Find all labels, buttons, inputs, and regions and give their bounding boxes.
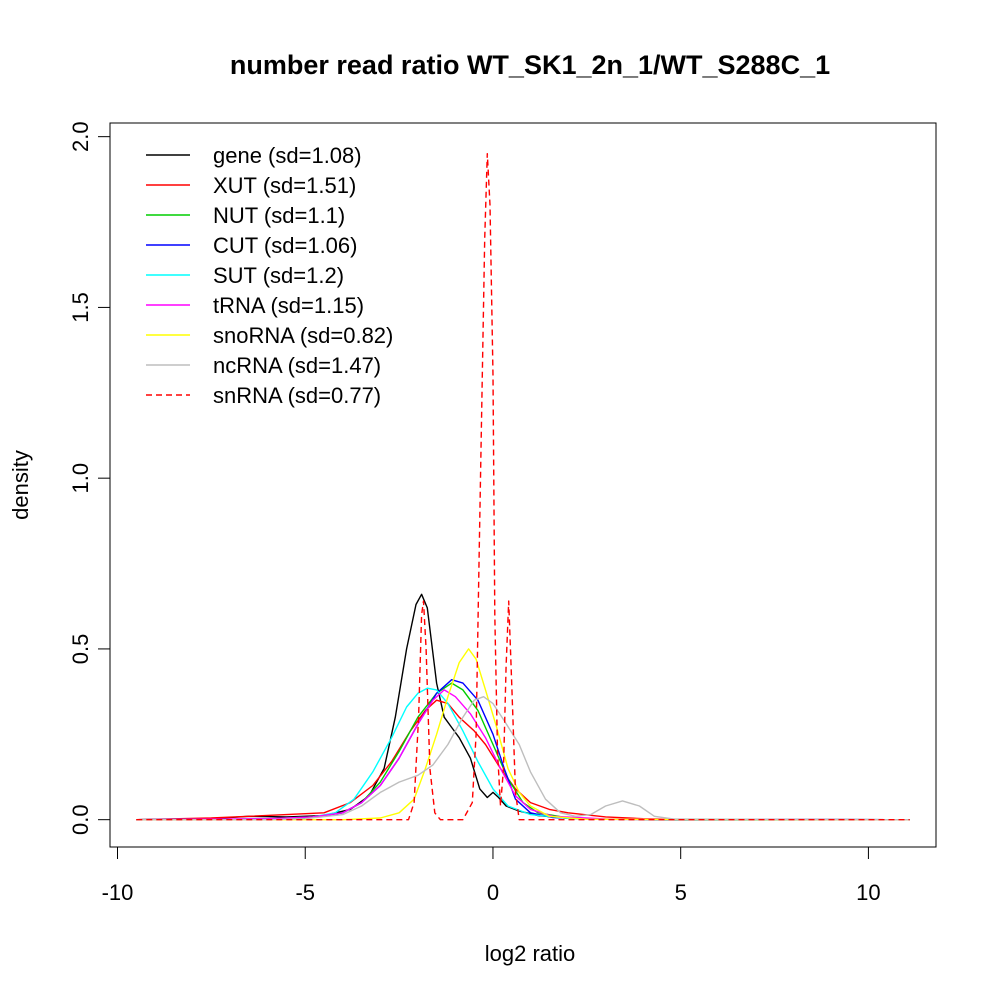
legend-label: snoRNA (sd=0.82) xyxy=(213,323,393,348)
y-axis-label: density xyxy=(8,450,33,520)
plot-box xyxy=(109,122,937,848)
legend-label: snRNA (sd=0.77) xyxy=(213,383,381,408)
series-line-4 xyxy=(136,687,910,821)
y-tick-label: 1.0 xyxy=(68,463,93,494)
legend-label: gene (sd=1.08) xyxy=(213,143,362,168)
legend-label: tRNA (sd=1.15) xyxy=(213,293,364,318)
legend-label: ncRNA (sd=1.47) xyxy=(213,353,381,378)
x-axis: -10 -5 0 5 10 xyxy=(102,846,881,905)
legend: gene (sd=1.08) XUT (sd=1.51) NUT (sd=1.1) C… xyxy=(146,143,393,408)
x-tick-label: 5 xyxy=(675,880,687,905)
y-tick-label: 1.5 xyxy=(68,292,93,323)
x-tick-label: 0 xyxy=(487,880,499,905)
series-line-1 xyxy=(136,699,910,821)
series-line-2 xyxy=(136,682,910,821)
legend-label: XUT (sd=1.51) xyxy=(213,173,356,198)
series-line-5 xyxy=(136,689,910,821)
series-line-0 xyxy=(136,593,910,821)
legend-label: SUT (sd=1.2) xyxy=(213,263,344,288)
y-tick-label: 0.0 xyxy=(68,804,93,835)
x-tick-label: 10 xyxy=(856,880,880,905)
legend-label: NUT (sd=1.1) xyxy=(213,203,345,228)
y-axis: 0.0 0.5 1.0 1.5 2.0 xyxy=(68,121,111,835)
y-tick-label: 2.0 xyxy=(68,121,93,152)
plot-area xyxy=(136,152,910,821)
legend-label: CUT (sd=1.06) xyxy=(213,233,357,258)
series-line-7 xyxy=(136,696,910,821)
x-tick-label: -5 xyxy=(295,880,315,905)
x-axis-label: log2 ratio xyxy=(485,941,576,966)
y-tick-label: 0.5 xyxy=(68,634,93,665)
chart-title: number read ratio WT_SK1_2n_1/WT_S288C_1 xyxy=(230,50,830,80)
x-tick-label: -10 xyxy=(102,880,134,905)
series-line-3 xyxy=(136,679,910,821)
series-line-6 xyxy=(136,648,910,821)
